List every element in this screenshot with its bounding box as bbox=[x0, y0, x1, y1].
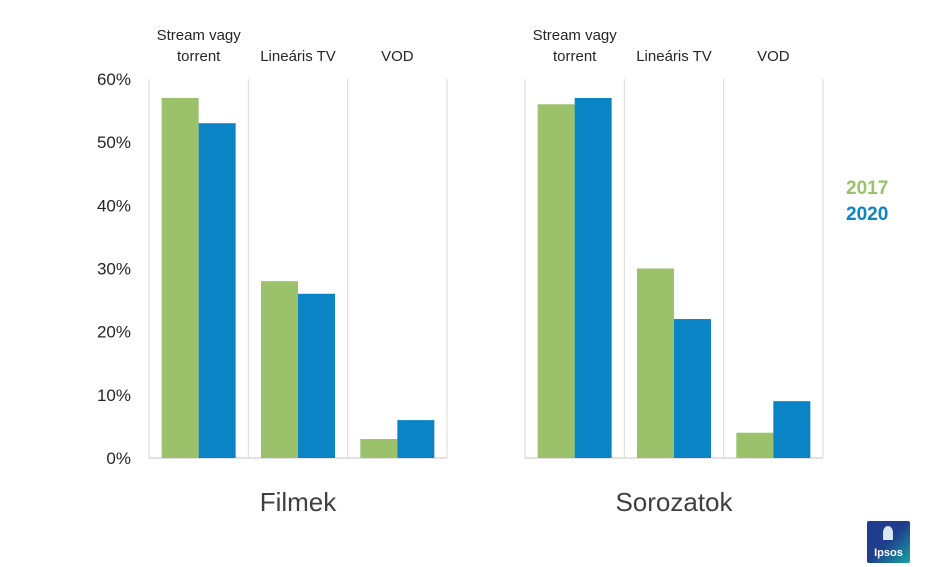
category-label: Stream vagy bbox=[533, 27, 618, 44]
y-tick-label: 50% bbox=[97, 133, 131, 152]
category-label: Stream vagy bbox=[157, 27, 242, 44]
category-label: Lineáris TV bbox=[260, 48, 336, 65]
category-label: VOD bbox=[757, 48, 790, 65]
ipsos-logo-mark-icon bbox=[883, 526, 893, 540]
y-tick-label: 20% bbox=[97, 323, 131, 342]
bar-2020-2 bbox=[674, 319, 711, 458]
bar-2020-2 bbox=[298, 293, 335, 458]
bar-2020-1 bbox=[574, 97, 612, 458]
bar-2017-3 bbox=[360, 439, 398, 458]
y-tick-label: 30% bbox=[97, 260, 131, 279]
legend: 2017 2020 bbox=[846, 176, 888, 228]
category-label: VOD bbox=[381, 48, 414, 65]
bar-2017-3 bbox=[736, 432, 774, 458]
category-label: Lineáris TV bbox=[636, 48, 712, 65]
bar-2020-1 bbox=[198, 123, 236, 458]
y-tick-label: 0% bbox=[106, 449, 131, 468]
y-tick-label: 60% bbox=[97, 70, 131, 89]
bar-2017-2 bbox=[261, 281, 298, 458]
legend-item-2020: 2020 bbox=[846, 204, 889, 225]
ipsos-logo: Ipsos bbox=[867, 521, 910, 563]
bar-2017-2 bbox=[637, 268, 674, 458]
panel-title: Filmek bbox=[260, 487, 338, 517]
category-label: torrent bbox=[553, 48, 597, 65]
bar-2017-1 bbox=[161, 97, 199, 458]
bar-2020-3 bbox=[397, 420, 435, 458]
category-label: torrent bbox=[177, 48, 221, 65]
panel-title: Sorozatok bbox=[615, 487, 733, 517]
bar-2017-1 bbox=[537, 104, 575, 459]
y-tick-label: 40% bbox=[97, 196, 131, 215]
y-tick-label: 10% bbox=[97, 386, 131, 405]
bar-2020-3 bbox=[773, 401, 811, 458]
legend-item-2017: 2017 bbox=[846, 178, 889, 199]
ipsos-logo-text: Ipsos bbox=[874, 547, 903, 559]
